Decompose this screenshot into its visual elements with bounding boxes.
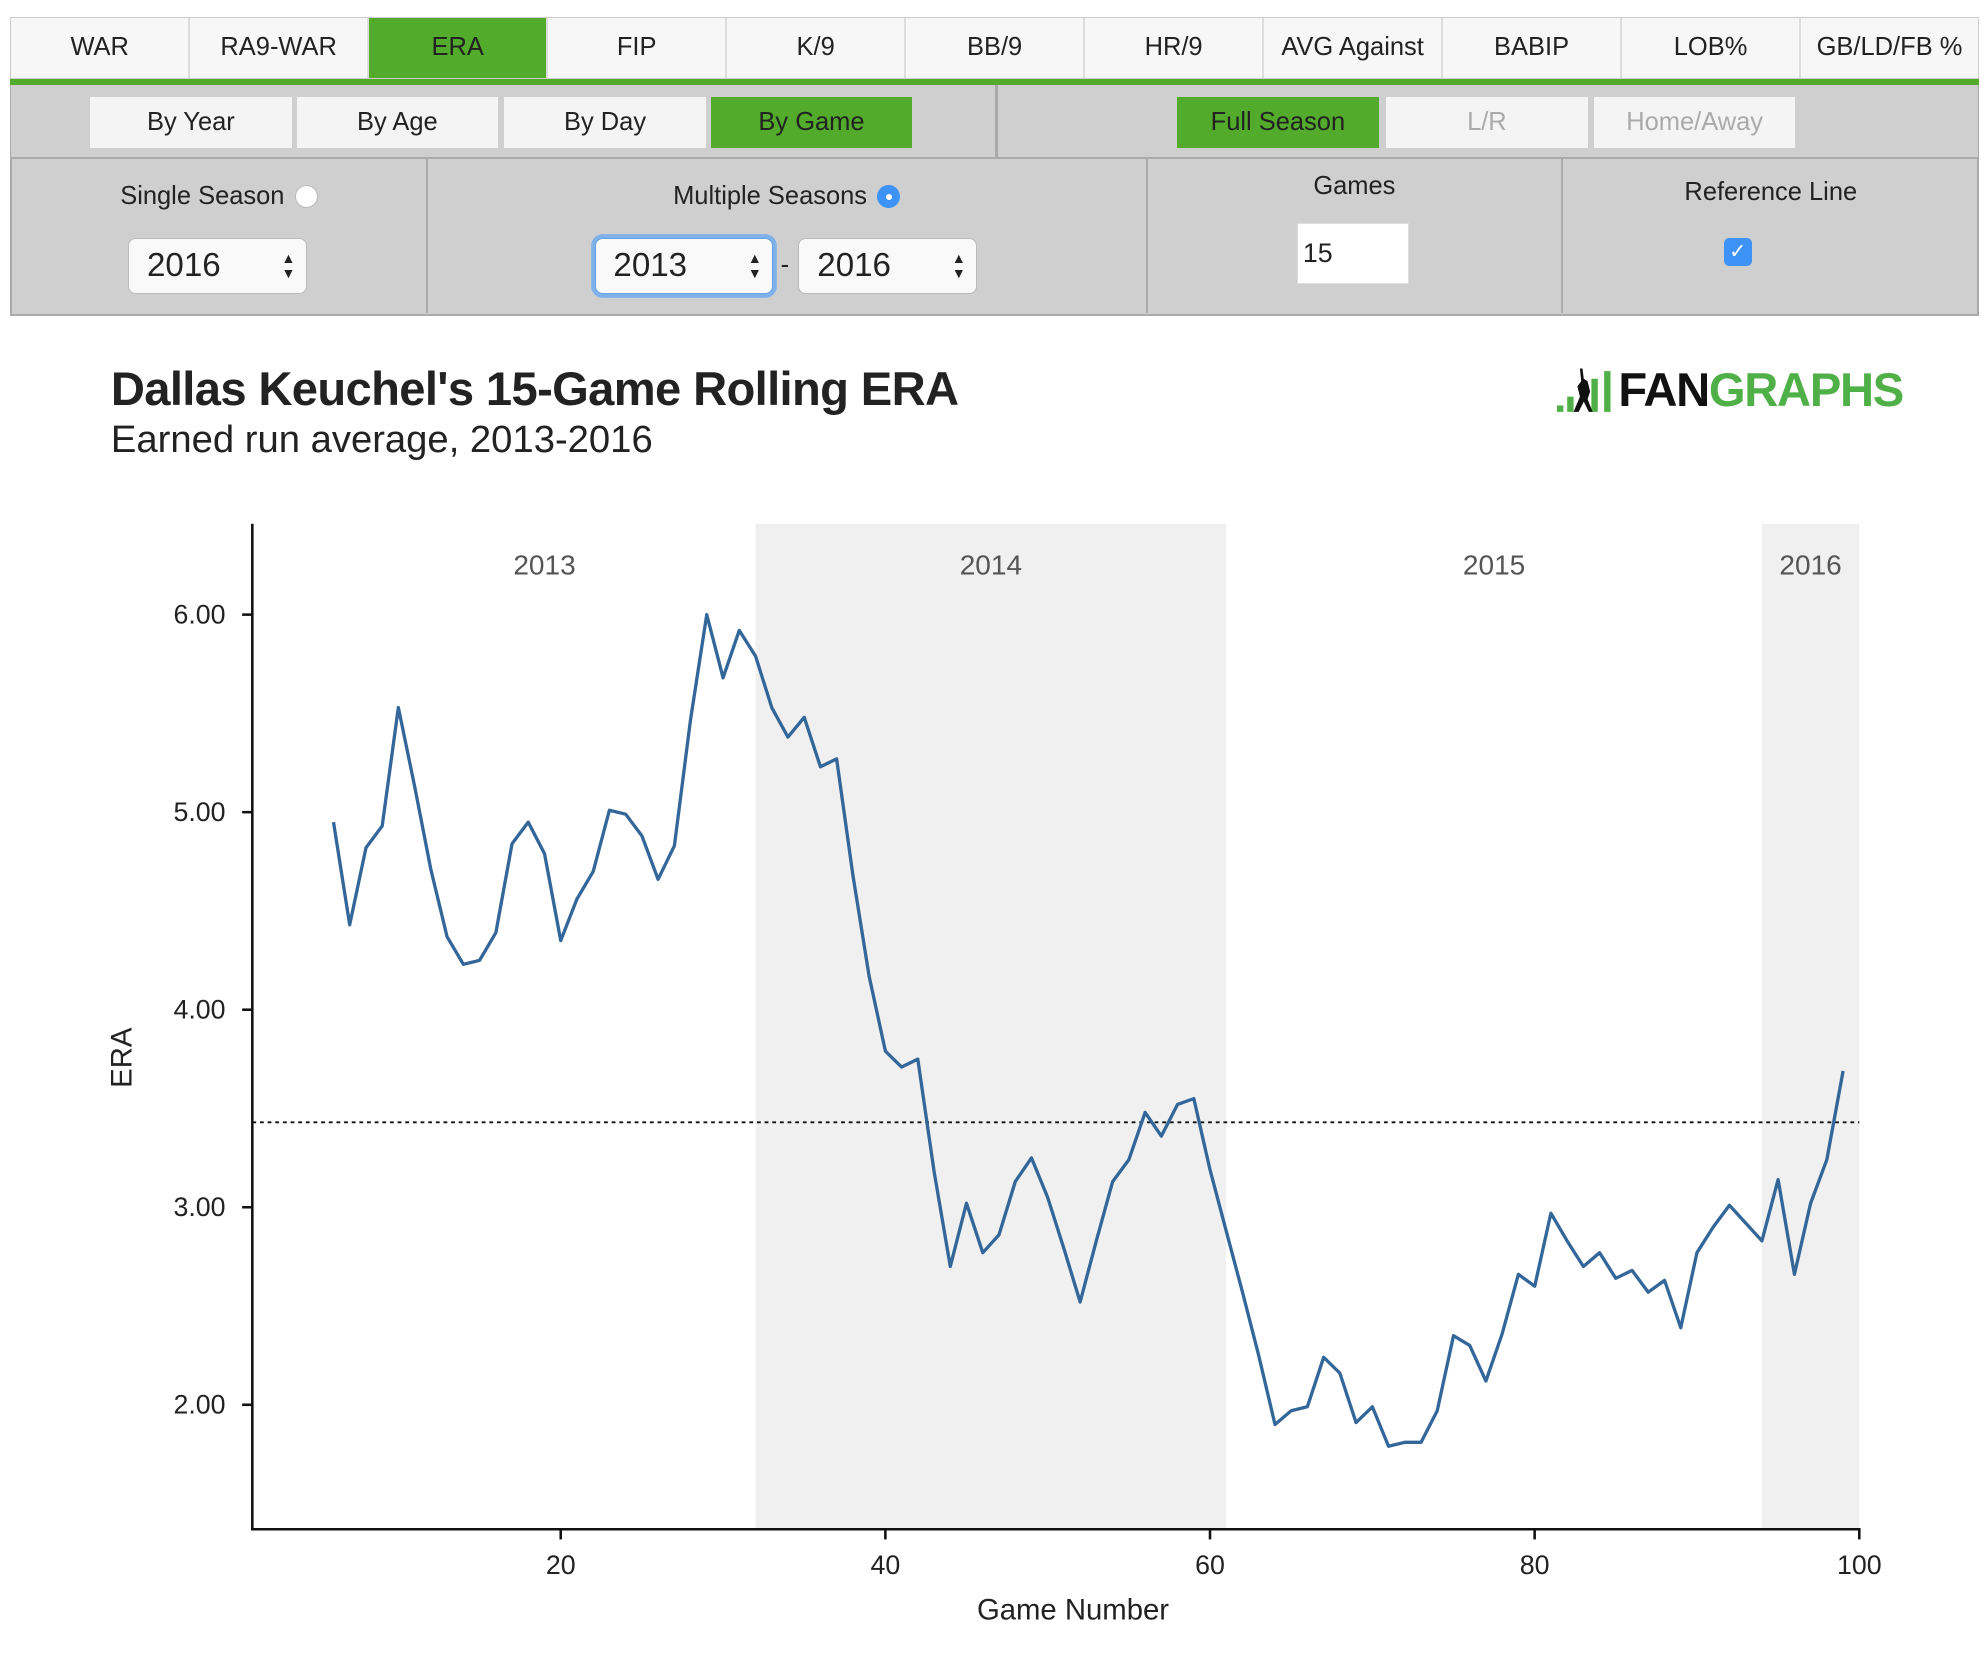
multiple-seasons-option[interactable]: Multiple Seasons (428, 182, 1146, 211)
tab-bb-9[interactable]: BB/9 (906, 17, 1086, 78)
season-label: 2016 (1779, 550, 1841, 581)
tab-fip[interactable]: FIP (548, 17, 728, 78)
games-cell: Games 15 (1148, 159, 1564, 314)
chart-subtitle: Earned run average, 2013-2016 (110, 417, 653, 461)
single-season-radio[interactable] (294, 185, 318, 209)
era-series-line (331, 612, 1845, 1448)
reference-line-checkbox[interactable]: ✓ (1723, 238, 1752, 267)
games-label: Games (1313, 172, 1396, 201)
select-arrows-icon: ▲ ▼ (281, 249, 296, 282)
tab-ra9-war[interactable]: RA9-WAR (190, 17, 370, 78)
options-panel: Single Season 2016 ▲ ▼ Multiple Seasons 2… (10, 159, 1980, 317)
single-season-cell: Single Season 2016 ▲ ▼ (12, 159, 428, 314)
multiple-seasons-radio[interactable] (877, 185, 901, 209)
by-year-button[interactable]: By Year (90, 96, 292, 148)
single-season-value: 2016 (146, 247, 221, 285)
full-season-button[interactable]: Full Season (1177, 96, 1379, 148)
tab-underline (10, 79, 1980, 86)
y-tick-label: 5.00 (173, 797, 225, 827)
fangraphs-logo: FAN GRAPHS (1557, 362, 1904, 416)
x-tick-label: 20 (546, 1550, 576, 1580)
stat-tabs: WAR RA9-WAR ERA FIP K/9 BB/9 HR/9 AVG Against BA… (10, 16, 1980, 79)
logo-text-fan: FAN (1618, 362, 1710, 416)
x-tick-label: 100 (1837, 1550, 1882, 1580)
season-to-select[interactable]: 2016 ▲ ▼ (798, 238, 977, 295)
tab-k-9[interactable]: K/9 (727, 17, 907, 78)
season-label: 2013 (513, 550, 575, 581)
y-tick-label: 2.00 (173, 1390, 225, 1420)
season-label: 2014 (960, 550, 1022, 581)
y-tick-label: 6.00 (173, 600, 225, 630)
reference-line-cell: Reference Line ✓ (1563, 159, 1978, 313)
tab-lob-[interactable]: LOB% (1622, 17, 1802, 78)
view-toolbar: By Year By Age By Day By Game Full Seaso… (10, 85, 1980, 160)
single-season-option[interactable]: Single Season (12, 182, 425, 211)
tab-war[interactable]: WAR (11, 17, 191, 78)
multiple-seasons-label: Multiple Seasons (673, 182, 868, 211)
tab-hr-9[interactable]: HR/9 (1085, 17, 1265, 78)
season-to-value: 2016 (817, 247, 891, 285)
season-from-select[interactable]: 2013 ▲ ▼ (594, 238, 773, 295)
multiple-seasons-cell: Multiple Seasons 2013 ▲ ▼ - 2016 ▲ ▼ (428, 159, 1148, 314)
logo-text-graphs: GRAPHS (1708, 362, 1904, 416)
games-value: 15 (1302, 238, 1333, 269)
checkmark-icon: ✓ (1729, 241, 1747, 264)
chart-title: Dallas Keuchel's 15-Game Rolling ERA (110, 361, 959, 415)
by-game-button[interactable]: By Game (710, 96, 913, 148)
reference-line-label: Reference Line (1684, 178, 1858, 207)
select-arrows-icon: ▲ ▼ (951, 249, 966, 282)
single-season-select[interactable]: 2016 ▲ ▼ (128, 238, 307, 295)
tab-avg-against[interactable]: AVG Against (1264, 17, 1444, 78)
home-away-button[interactable]: Home/Away (1593, 96, 1796, 148)
y-tick-label: 4.00 (173, 995, 225, 1025)
range-separator: - (780, 251, 790, 280)
x-tick-label: 60 (1195, 1550, 1225, 1580)
single-season-label: Single Season (120, 182, 285, 211)
by-day-button[interactable]: By Day (504, 96, 706, 148)
select-arrows-icon: ▲ ▼ (747, 249, 762, 282)
x-tick-label: 80 (1520, 1550, 1550, 1580)
season-band-2014 (755, 523, 1227, 1530)
tab-babip[interactable]: BABIP (1443, 17, 1623, 78)
by-age-button[interactable]: By Age (296, 96, 498, 148)
x-tick-label: 40 (870, 1550, 900, 1580)
games-input[interactable]: 15 (1296, 222, 1409, 285)
batter-bars-icon (1557, 368, 1611, 412)
season-band-2016 (1761, 523, 1860, 1530)
x-axis-label: Game Number (977, 1594, 1169, 1627)
lr-button[interactable]: L/R (1386, 96, 1588, 148)
y-tick-label: 3.00 (173, 1192, 225, 1222)
season-label: 2015 (1463, 550, 1525, 581)
tab-era[interactable]: ERA (369, 17, 549, 78)
season-from-value: 2013 (613, 247, 688, 285)
tab-gb-ld-fb-[interactable]: GB/LD/FB % (1816, 33, 1963, 62)
divider (994, 85, 998, 160)
y-axis-label: ERA (105, 1027, 138, 1088)
